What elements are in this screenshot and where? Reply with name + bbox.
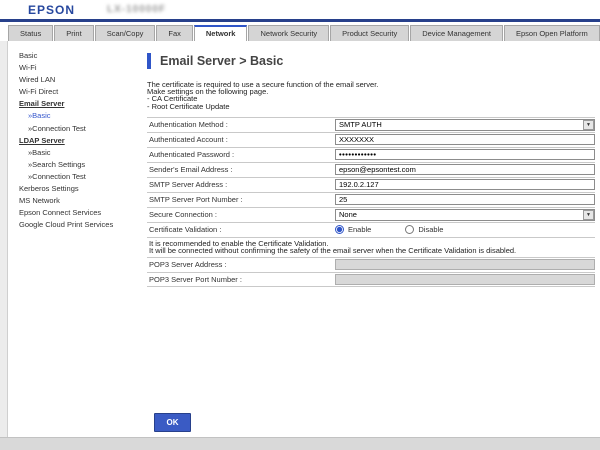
left-gutter bbox=[0, 41, 8, 437]
disable-label: Disable bbox=[418, 225, 444, 235]
note-line: It will be connected without confirming … bbox=[149, 246, 517, 256]
authenticated-account-input[interactable] bbox=[335, 134, 595, 146]
authentication-method-value: SMTP AUTH bbox=[339, 120, 382, 130]
intro-line: The certificate is required to use a sec… bbox=[147, 80, 379, 89]
smtp-server-port-number-input[interactable] bbox=[335, 194, 595, 206]
dropdown-arrow-icon: ▼ bbox=[583, 209, 594, 220]
smtp-server-address-label: SMTP Server Address : bbox=[149, 180, 228, 190]
pop3-server-address-input bbox=[335, 259, 595, 271]
sidebar-item-ldap-connection-test[interactable]: »Connection Test bbox=[28, 171, 86, 181]
printer-model-blurred: LX-10000F bbox=[107, 4, 167, 15]
senders-email-address-input[interactable] bbox=[335, 164, 595, 176]
smtp-server-address-input[interactable] bbox=[335, 179, 595, 191]
form-row-pop3-server-address: POP3 Server Address : bbox=[147, 256, 595, 272]
sidebar-item-email-server-connection-test[interactable]: »Connection Test bbox=[28, 123, 86, 133]
sidebar-item-ldap-search-settings[interactable]: »Search Settings bbox=[28, 159, 86, 169]
secure-connection-select[interactable]: None ▼ bbox=[335, 208, 595, 221]
sidebar-item-ldap-server[interactable]: LDAP Server bbox=[19, 135, 65, 145]
sidebar-item-basic[interactable]: Basic bbox=[19, 51, 38, 60]
intro-line: Make settings on the following page. bbox=[147, 87, 269, 97]
intro-text: The certificate is required to use a sec… bbox=[147, 81, 595, 110]
tab-status[interactable]: Status bbox=[8, 25, 54, 41]
sidebar-item-ms-network[interactable]: MS Network bbox=[19, 196, 60, 206]
certificate-validation-radio-group: Enable Disable bbox=[335, 225, 444, 235]
form-row-senders-email-address: Sender's Email Address : bbox=[147, 161, 595, 177]
epson-logo: EPSON bbox=[28, 2, 76, 17]
intro-line: - Root Certificate Update bbox=[147, 101, 230, 111]
sidebar-item-google-cloud-print-services[interactable]: Google Cloud Print Services bbox=[19, 220, 114, 230]
form-row-pop3-server-port-number: POP3 Server Port Number : bbox=[147, 271, 595, 287]
certificate-validation-disable-radio[interactable] bbox=[405, 225, 415, 235]
form-row-secure-connection: Secure Connection : None ▼ bbox=[147, 206, 595, 222]
sidebar-item-kerberos-settings[interactable]: Kerberos Settings bbox=[19, 184, 79, 194]
page-title: Email Server > Basic bbox=[147, 53, 595, 69]
content: Basic Wi-Fi Wired LAN Wi-Fi Direct Email… bbox=[0, 41, 600, 437]
form-row-smtp-server-address: SMTP Server Address : bbox=[147, 176, 595, 192]
authenticated-password-input[interactable] bbox=[335, 149, 595, 161]
secure-connection-value: None bbox=[339, 210, 357, 220]
certificate-validation-enable-radio[interactable] bbox=[335, 225, 344, 235]
authentication-method-label: Authentication Method : bbox=[149, 120, 228, 130]
form-row-smtp-server-port-number: SMTP Server Port Number : bbox=[147, 191, 595, 207]
tab-network-security[interactable]: Network Security bbox=[248, 25, 330, 41]
pop3-server-port-number-label: POP3 Server Port Number : bbox=[149, 274, 242, 284]
form-row-authenticated-account: Authenticated Account : bbox=[147, 131, 595, 147]
sidebar-item-email-server[interactable]: Email Server bbox=[19, 99, 65, 109]
sidebar-item-ldap-basic[interactable]: »Basic bbox=[28, 147, 51, 157]
sidebar-item-wired-lan[interactable]: Wired LAN bbox=[19, 75, 56, 85]
tab-epson-open-platform[interactable]: Epson Open Platform bbox=[504, 25, 600, 41]
smtp-server-port-number-label: SMTP Server Port Number : bbox=[149, 195, 243, 205]
tab-fax[interactable]: Fax bbox=[156, 25, 193, 41]
form-actions: OK bbox=[147, 412, 595, 432]
header: EPSON LX-10000F bbox=[0, 0, 600, 19]
enable-label: Enable bbox=[348, 225, 372, 235]
certificate-validation-note: It is recommended to enable the Certific… bbox=[147, 236, 595, 257]
footer-bar bbox=[0, 437, 600, 450]
sidebar-item-epson-connect-services[interactable]: Epson Connect Services bbox=[19, 208, 102, 218]
tab-device-management[interactable]: Device Management bbox=[410, 25, 503, 41]
sidebar-nav: Basic Wi-Fi Wired LAN Wi-Fi Direct Email… bbox=[8, 41, 139, 437]
authentication-method-select[interactable]: SMTP AUTH ▼ bbox=[335, 118, 595, 131]
header-divider bbox=[0, 19, 600, 22]
ok-button[interactable]: OK bbox=[154, 412, 191, 432]
title-accent-bar bbox=[147, 53, 151, 69]
form-row-authentication-method: Authentication Method : SMTP AUTH ▼ bbox=[147, 116, 595, 132]
pop3-server-address-label: POP3 Server Address : bbox=[149, 260, 227, 270]
certificate-validation-disable-option[interactable]: Disable bbox=[405, 225, 444, 235]
certificate-validation-label: Certificate Validation : bbox=[149, 225, 222, 235]
form-row-authenticated-password: Authenticated Password : bbox=[147, 146, 595, 162]
tab-product-security[interactable]: Product Security bbox=[330, 25, 410, 41]
note-line: It is recommended to enable the Certific… bbox=[149, 238, 329, 248]
sidebar-item-email-server-basic[interactable]: »Basic bbox=[28, 111, 51, 121]
main-panel: Email Server > Basic The certificate is … bbox=[139, 41, 600, 437]
email-server-form: Authentication Method : SMTP AUTH ▼ Auth… bbox=[147, 116, 595, 287]
pop3-server-port-number-input bbox=[335, 273, 595, 285]
form-row-certificate-validation: Certificate Validation : Enable Disable bbox=[147, 221, 595, 237]
secure-connection-label: Secure Connection : bbox=[149, 210, 217, 220]
tab-scan-copy[interactable]: Scan/Copy bbox=[94, 25, 156, 41]
sidebar-item-wifi-direct[interactable]: Wi-Fi Direct bbox=[19, 87, 59, 97]
tab-network[interactable]: Network bbox=[193, 25, 248, 41]
tab-print[interactable]: Print bbox=[54, 25, 94, 41]
authenticated-password-label: Authenticated Password : bbox=[149, 150, 235, 160]
intro-line: - CA Certificate bbox=[147, 94, 198, 104]
authenticated-account-label: Authenticated Account : bbox=[149, 135, 228, 145]
dropdown-arrow-icon: ▼ bbox=[583, 119, 594, 130]
certificate-validation-enable-option[interactable]: Enable bbox=[335, 225, 372, 235]
tab-bar: Status Print Scan/Copy Fax Network Netwo… bbox=[0, 22, 600, 41]
sidebar-item-wifi[interactable]: Wi-Fi bbox=[19, 63, 37, 73]
page-title-text: Email Server > Basic bbox=[160, 54, 284, 68]
senders-email-address-label: Sender's Email Address : bbox=[149, 165, 233, 175]
